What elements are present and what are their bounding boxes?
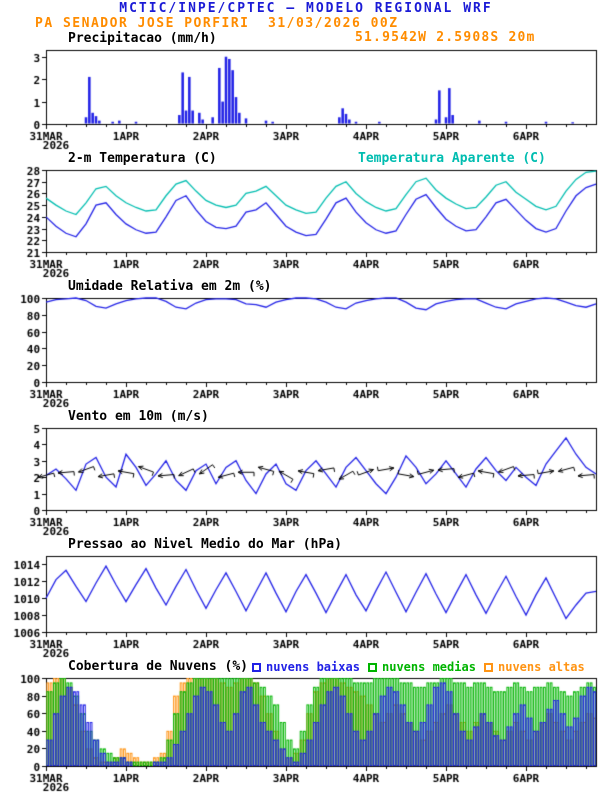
wind-chart	[0, 424, 612, 536]
temperature-title-row: 2-m Temperatura (C) Temperatura Aparente…	[0, 150, 612, 166]
precipitation-chart	[0, 46, 612, 150]
low-clouds-swatch-icon	[252, 662, 261, 672]
page-header: MCTIC/INPE/CPTEC — MODELO REGIONAL WRF P…	[0, 0, 612, 31]
panel-title-humidity: Umidade Relativa em 2m (%)	[68, 279, 272, 294]
legend-mid-clouds: nuvens medias	[368, 660, 476, 674]
precipitation-title-row: Precipitacao (mm/h) 51.9542W 2.5908S 20m	[0, 30, 612, 46]
panel-title-pressure: Pressao ao Nivel Medio do Mar (hPa)	[68, 537, 342, 552]
pressure-title-row: Pressao ao Nivel Medio do Mar (hPa)	[0, 536, 612, 552]
high-clouds-swatch-icon	[484, 662, 493, 672]
panel-title-precipitation: Precipitacao (mm/h)	[68, 31, 217, 46]
run-datetime: 31/03/2026 00Z	[268, 16, 399, 31]
panel-title-temperature: 2-m Temperatura (C)	[68, 151, 217, 166]
low-clouds-label: nuvens baixas	[266, 660, 360, 674]
high-clouds-label: nuvens altas	[498, 660, 585, 674]
station-name: PA SENADOR JOSE PORFIRI	[35, 16, 250, 31]
mid-clouds-label: nuvens medias	[382, 660, 476, 674]
cloud-title-row: Cobertura de Nuvens (%) nuvens baixas nu…	[0, 658, 612, 674]
station-coordinates: 51.9542W 2.5908S 20m	[355, 30, 536, 45]
cloud-cover-chart	[0, 674, 612, 792]
mid-clouds-swatch-icon	[368, 662, 377, 672]
temperature-chart	[0, 166, 612, 278]
pressure-chart	[0, 552, 612, 658]
wind-title-row: Vento em 10m (m/s)	[0, 408, 612, 424]
humidity-title-row: Umidade Relativa em 2m (%)	[0, 278, 612, 294]
legend-low-clouds: nuvens baixas	[252, 660, 360, 674]
model-title: MCTIC/INPE/CPTEC — MODELO REGIONAL WRF	[119, 1, 493, 16]
humidity-chart	[0, 294, 612, 408]
panel-title-wind: Vento em 10m (m/s)	[68, 409, 209, 424]
apparent-temperature-label: Temperatura Aparente (C)	[358, 151, 546, 166]
panel-title-cloud-cover: Cobertura de Nuvens (%)	[68, 659, 249, 674]
legend-high-clouds: nuvens altas	[484, 660, 585, 674]
